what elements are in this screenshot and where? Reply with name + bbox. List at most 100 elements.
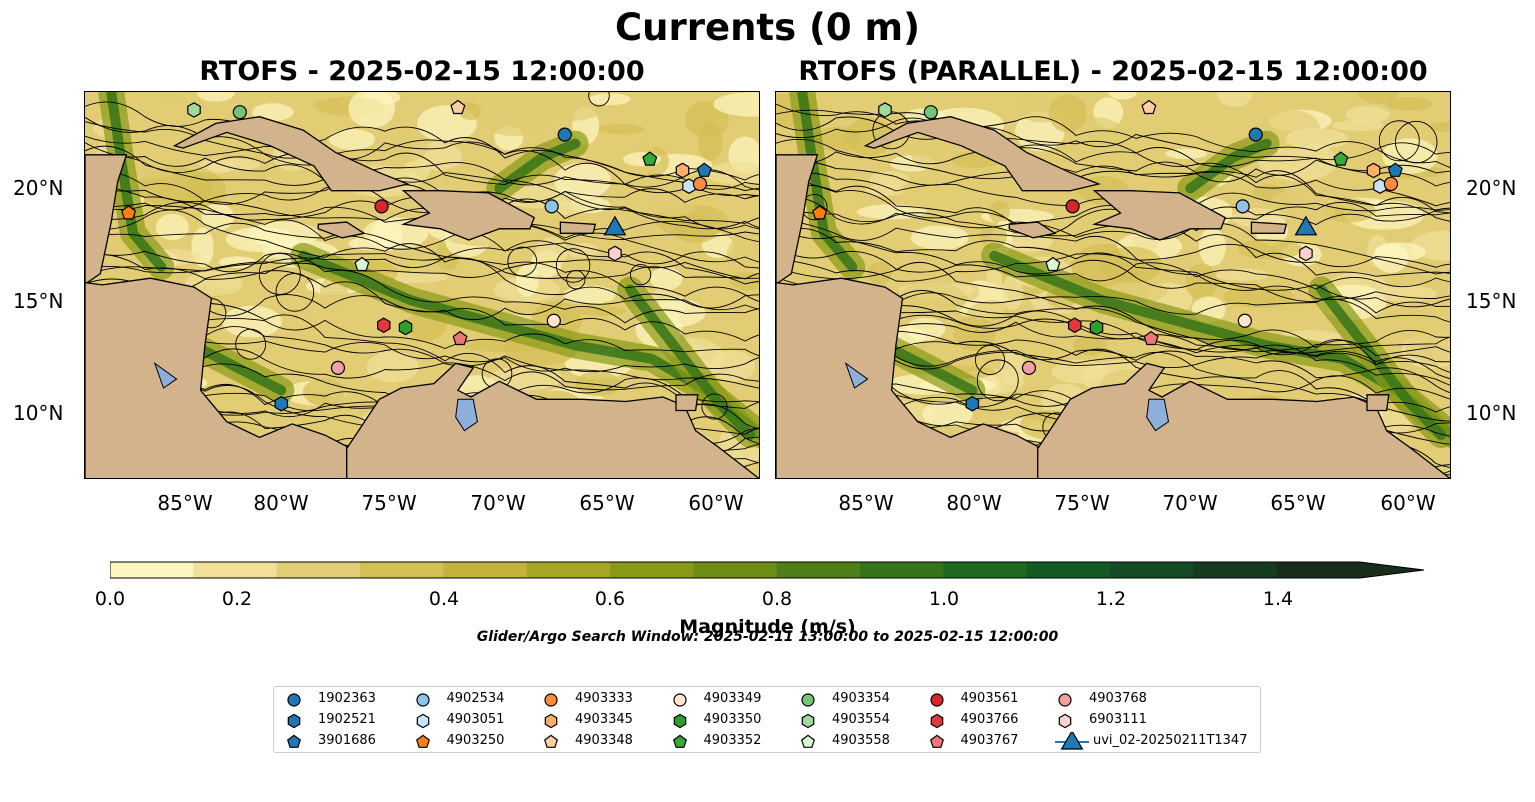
lat-label-left-20n: 20°N [13, 176, 64, 200]
legend-marker-4903250[interactable] [415, 734, 430, 748]
platform-4903561[interactable] [1065, 199, 1080, 214]
colorbar-segment [1026, 562, 1111, 578]
platform-4903345[interactable] [675, 162, 690, 179]
platform-4903352[interactable] [642, 151, 658, 166]
land-puerto-rico [559, 221, 597, 234]
colorbar-segment [610, 562, 694, 578]
platform-4903558[interactable] [1045, 256, 1061, 272]
platform-1902363[interactable] [557, 127, 572, 142]
legend-marker-4903554[interactable] [801, 713, 815, 729]
legend-marker-4903558[interactable] [800, 734, 816, 748]
right-map-svg [776, 92, 1450, 478]
platform-4903350[interactable] [398, 319, 413, 336]
platform-4903766[interactable] [377, 317, 391, 334]
legend-marker-4903350[interactable] [673, 713, 686, 729]
legend-marker-4903768[interactable] [1058, 693, 1072, 707]
platform-4903349[interactable] [546, 313, 561, 328]
legend-label: 4903348 [575, 733, 633, 748]
platform-6903111[interactable] [608, 245, 622, 262]
lat-label-left-15n: 15°N [13, 289, 64, 313]
platform-4903554[interactable] [187, 102, 201, 118]
colorbar-tick-6: 1.2 [1095, 588, 1127, 610]
colorbar-tick-4: 0.8 [761, 588, 793, 610]
platform-4903354[interactable] [232, 105, 247, 120]
platform-4903349[interactable] [1237, 313, 1252, 328]
platform-4903250[interactable] [812, 205, 828, 220]
land-puerto-rico [1250, 221, 1288, 234]
legend-marker-6903111[interactable] [1058, 713, 1072, 729]
platform-6903111[interactable] [1299, 245, 1313, 262]
legend-marker-3901686[interactable] [286, 734, 302, 748]
legend-label: 4903554 [832, 712, 890, 727]
colorbar-label: Magnitude (m/s) [679, 616, 856, 638]
platform-3901686[interactable] [696, 162, 712, 177]
colorbar-tick-1: 0.2 [221, 588, 253, 610]
platform-4903250[interactable] [121, 205, 137, 220]
platform-4903345[interactable] [1366, 162, 1381, 179]
land-jamaica [317, 221, 366, 239]
platform-4903767[interactable] [1143, 330, 1159, 346]
legend-label: 4903767 [960, 733, 1019, 748]
legend-marker-1902521[interactable] [287, 713, 301, 729]
platform-4902534[interactable] [544, 199, 559, 214]
platform-4902534[interactable] [1235, 199, 1250, 214]
lat-label-right-20n: 20°N [1466, 176, 1517, 200]
platform-4903554[interactable] [878, 102, 892, 118]
legend-marker-4903767[interactable] [929, 734, 944, 748]
legend-marker-1902363[interactable] [287, 693, 301, 707]
left-map-svg [85, 92, 759, 478]
lon-label-left-85w: 85°W [157, 491, 213, 515]
legend-label: 4903561 [960, 691, 1019, 706]
platform-1902521[interactable] [965, 395, 980, 412]
colorbar-segment [1276, 562, 1361, 578]
platform-4903558[interactable] [354, 256, 370, 272]
legend-marker-uvi_02-20250211T1347[interactable] [1060, 732, 1084, 750]
lake-1 [844, 362, 869, 389]
platform-4903348[interactable] [1141, 99, 1157, 115]
legend-marker-4903766[interactable] [930, 713, 943, 729]
colorbar-segment [443, 562, 528, 578]
platform-legend: 1902363 1902521 3901686 4902534 4903051 49032… [273, 686, 1261, 753]
lon-label-right-65w: 65°W [1270, 491, 1326, 515]
legend-marker-4903349[interactable] [672, 693, 687, 707]
legend-marker-4903333[interactable] [544, 693, 558, 707]
platform-4903333[interactable] [1383, 176, 1399, 192]
platform-4903768[interactable] [1021, 360, 1037, 375]
legend-label: 4903345 [575, 712, 633, 727]
figure-suptitle: Currents (0 m) [614, 6, 920, 49]
legend-marker-4903051[interactable] [416, 713, 429, 729]
lon-label-right-75w: 75°W [1054, 491, 1110, 515]
platform-4903767[interactable] [452, 330, 468, 346]
lat-label-left-10n: 10°N [13, 401, 64, 425]
land-masses [85, 116, 759, 478]
legend-marker-4903561[interactable] [929, 693, 944, 707]
colorbar [110, 561, 1425, 579]
platform-4903768[interactable] [330, 360, 346, 375]
legend-marker-4903352[interactable] [672, 734, 687, 748]
platform-4903333[interactable] [692, 176, 708, 192]
land-masses [776, 116, 1450, 478]
land-south-america [1037, 362, 1450, 478]
lon-label-right-85w: 85°W [838, 491, 894, 515]
colorbar-segment [526, 562, 611, 578]
legend-marker-4903348[interactable] [543, 734, 559, 748]
legend-label: 4902534 [446, 691, 505, 706]
platform-4903350[interactable] [1089, 319, 1104, 336]
platform-uvi_02-20250211T1347[interactable] [603, 215, 627, 236]
right-map-panel[interactable] [775, 91, 1451, 479]
lon-label-right-60w: 60°W [1380, 491, 1436, 515]
legend-marker-4903345[interactable] [544, 713, 558, 729]
legend-marker-4903354[interactable] [801, 693, 815, 707]
platform-3901686[interactable] [1387, 162, 1403, 177]
platform-1902521[interactable] [274, 395, 289, 412]
platform-4903561[interactable] [374, 199, 389, 214]
legend-marker-4902534[interactable] [415, 693, 430, 707]
left-map-panel[interactable] [84, 91, 760, 479]
platform-4903354[interactable] [923, 105, 938, 120]
platform-4903352[interactable] [1333, 151, 1349, 166]
platform-4903348[interactable] [450, 99, 466, 115]
platform-4903766[interactable] [1068, 317, 1082, 334]
platform-1902363[interactable] [1248, 127, 1263, 142]
lake-1 [153, 362, 178, 389]
platform-uvi_02-20250211T1347[interactable] [1294, 215, 1318, 236]
